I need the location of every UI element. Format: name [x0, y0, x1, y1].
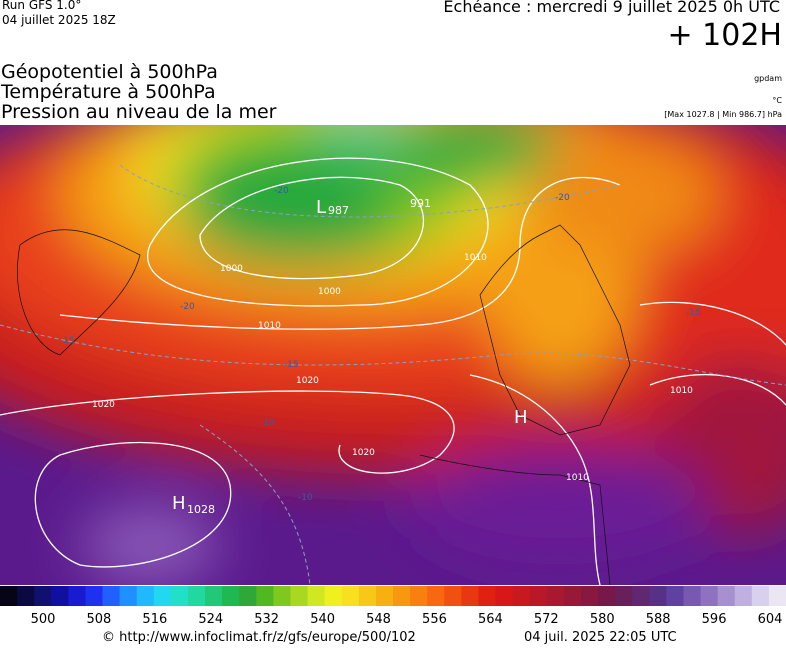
color-swatch — [205, 586, 223, 606]
color-swatch — [615, 586, 633, 606]
color-swatch — [0, 586, 18, 606]
color-swatch — [119, 586, 138, 606]
isobar-label: 1010 — [566, 473, 589, 483]
colorbar-label: 564 — [478, 612, 503, 626]
isobar-label: 1010 — [670, 386, 693, 396]
color-swatch — [51, 586, 69, 606]
isobar-label: 1020 — [296, 376, 319, 386]
color-swatch — [136, 586, 155, 606]
color-swatch — [427, 586, 445, 606]
color-swatch — [649, 586, 667, 606]
color-swatch — [529, 586, 548, 606]
color-swatch — [307, 586, 326, 606]
low-label: L — [316, 197, 326, 218]
high-label: H — [172, 493, 186, 514]
isotherm-label: -20 — [180, 302, 195, 312]
color-swatch — [375, 586, 394, 606]
isotherm-label: -10 — [260, 418, 275, 428]
colorbar: 500 508 516 524 532 540 548 556 564 572 580 588 596 6… — [0, 586, 786, 626]
color-swatch — [461, 586, 479, 606]
colorbar-label: 580 — [590, 612, 615, 626]
low-value: 987 — [328, 204, 349, 217]
generated: 04 juil. 2025 22:05 UTC — [524, 630, 677, 645]
pressure-value: 991 — [410, 197, 431, 210]
color-swatch — [187, 586, 206, 606]
color-swatch — [598, 586, 616, 606]
color-swatch — [239, 586, 257, 606]
isobar-label: 1000 — [318, 287, 341, 297]
color-swatch — [632, 586, 650, 606]
isobar-label: 1020 — [92, 400, 115, 410]
isotherm-label: -20 — [274, 186, 289, 196]
lead-time: + 102H — [667, 18, 783, 53]
isotherm-label: -15 — [60, 336, 75, 346]
color-swatch — [717, 586, 736, 606]
color-swatch — [68, 586, 86, 606]
colorbar-label: 596 — [702, 612, 727, 626]
unit: gpdam — [754, 74, 782, 83]
color-swatch — [751, 586, 770, 606]
color-swatch — [170, 586, 189, 606]
run: Run GFS 1.0° — [2, 0, 82, 12]
isobar-label: 1020 — [352, 448, 375, 458]
color-swatch — [290, 586, 309, 606]
color-swatch — [546, 586, 565, 606]
color-swatch — [700, 586, 719, 606]
map: L 987 991 H 1028 H 1000 1000 1010 1010 1… — [0, 125, 786, 585]
unit: [Max 1027.8 | Min 986.7] hPa — [664, 110, 782, 119]
isobar-label: 1010 — [464, 253, 487, 263]
color-swatch — [17, 586, 35, 606]
isotherm-label: -20 — [555, 193, 570, 203]
colorbar-label: 500 — [31, 612, 56, 626]
color-swatch — [102, 586, 121, 606]
color-swatch — [580, 586, 599, 606]
valid-time: Echéance : mercredi 9 juillet 2025 0h UT… — [443, 0, 780, 16]
color-swatch — [34, 586, 52, 606]
colorbar-label: 516 — [142, 612, 167, 626]
isobar-label: 1000 — [220, 264, 243, 274]
colorbar-label: 588 — [646, 612, 671, 626]
color-swatch — [341, 586, 360, 606]
isotherm-label: -10 — [298, 493, 313, 503]
color-swatch — [478, 586, 497, 606]
colorbar-label: 532 — [254, 612, 279, 626]
color-swatch — [393, 586, 411, 606]
colorbar-label: 548 — [366, 612, 391, 626]
color-swatch — [324, 586, 343, 606]
color-swatch — [410, 586, 428, 606]
high-value: 1028 — [187, 503, 215, 516]
colorbar-label: 604 — [758, 612, 783, 626]
color-swatch — [273, 586, 291, 606]
color-swatch — [512, 586, 531, 606]
color-swatch — [495, 586, 514, 606]
field: Géopotentiel à 500hPa — [1, 61, 218, 83]
run-date: 04 juillet 2025 18Z — [2, 13, 116, 27]
color-swatch — [768, 586, 786, 606]
source: © http://www.infoclimat.fr/z/gfs/europe/… — [102, 630, 416, 645]
color-swatch — [563, 586, 582, 606]
color-swatch — [734, 586, 753, 606]
color-swatch — [666, 586, 684, 606]
color-swatch — [444, 586, 462, 606]
colorbar-label: 524 — [198, 612, 223, 626]
high-label: H — [514, 407, 528, 428]
color-swatch — [256, 586, 274, 606]
color-swatch — [85, 586, 104, 606]
field: Pression au niveau de la mer — [1, 101, 277, 123]
color-swatch — [358, 586, 377, 606]
unit: °C — [772, 96, 782, 105]
color-swatch — [683, 586, 702, 606]
colorbar-label: 508 — [87, 612, 112, 626]
isotherm-label: -15 — [686, 308, 701, 318]
field: Température à 500hPa — [1, 81, 216, 103]
isotherm-label: -15 — [284, 360, 299, 370]
isobar-label: 1010 — [258, 321, 281, 331]
colorbar-label: 540 — [310, 612, 335, 626]
color-swatch — [153, 586, 172, 606]
colorbar-label: 572 — [534, 612, 559, 626]
color-swatch — [222, 586, 240, 606]
colorbar-label: 556 — [422, 612, 447, 626]
